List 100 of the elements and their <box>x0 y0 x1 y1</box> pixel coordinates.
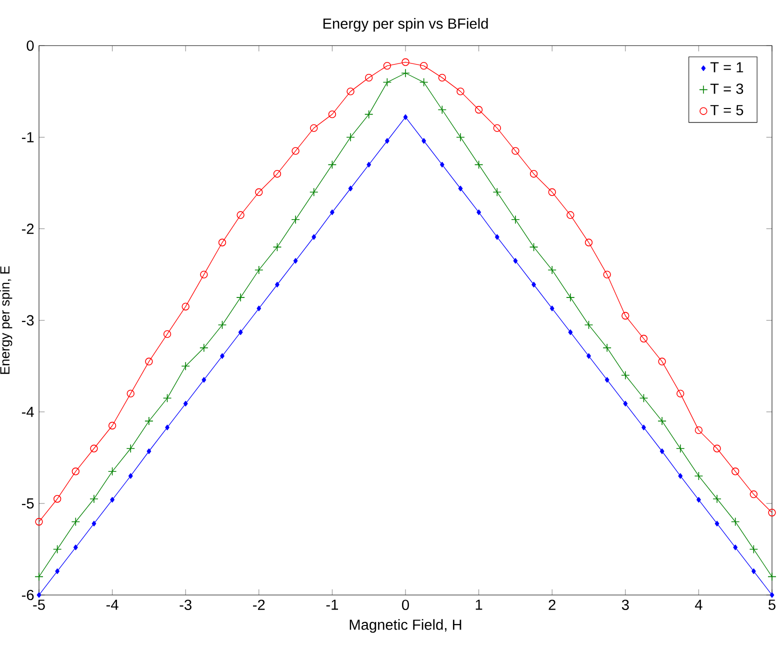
point <box>694 472 704 480</box>
point <box>511 215 520 224</box>
y-tick-label: -2 <box>22 224 34 234</box>
point <box>403 114 408 120</box>
x-tick-label: -1 <box>326 600 338 610</box>
x-tick-label: 5 <box>768 600 776 610</box>
point <box>218 320 227 330</box>
y-tick-label: -4 <box>22 406 34 417</box>
x-tick-label: -5 <box>33 600 45 610</box>
point <box>512 147 520 155</box>
point <box>364 74 373 82</box>
point <box>568 329 573 336</box>
x-tick-label: 0 <box>402 600 409 610</box>
point <box>273 170 282 178</box>
point <box>275 282 280 288</box>
point <box>770 592 774 598</box>
point <box>456 88 464 96</box>
point <box>55 568 60 574</box>
point <box>346 88 354 96</box>
point <box>730 517 740 526</box>
y-tick-label: 0 <box>26 40 34 51</box>
point <box>108 422 116 430</box>
point <box>474 106 483 114</box>
point <box>584 238 593 246</box>
x-tick-label: 1 <box>476 600 482 610</box>
point <box>291 215 300 224</box>
point <box>90 494 98 504</box>
point <box>256 306 262 312</box>
point <box>71 517 80 526</box>
y-tick-label: -6 <box>22 590 34 600</box>
point <box>126 390 134 398</box>
point <box>733 544 738 550</box>
y-tick-label: -5 <box>22 498 34 509</box>
point <box>458 186 463 192</box>
point <box>218 238 226 246</box>
x-tick-label: 2 <box>548 600 556 610</box>
x-tick-label: 3 <box>622 600 629 610</box>
point <box>236 211 244 219</box>
point <box>162 394 172 403</box>
point <box>529 242 538 252</box>
point <box>220 353 224 359</box>
point <box>383 62 392 70</box>
x-axis-title: Magnetic Field, H <box>350 619 462 633</box>
point <box>293 258 298 264</box>
point <box>236 293 245 302</box>
x-tick-label: -2 <box>253 600 265 610</box>
point <box>330 210 334 216</box>
point <box>676 444 685 453</box>
point <box>202 377 206 383</box>
point <box>309 188 318 197</box>
point <box>621 370 630 380</box>
point <box>660 448 664 454</box>
point <box>731 468 740 476</box>
point <box>292 147 300 155</box>
point <box>72 468 80 476</box>
point <box>312 234 316 240</box>
point <box>768 508 776 516</box>
point <box>622 312 630 320</box>
point <box>749 544 758 554</box>
point <box>492 188 502 197</box>
legend-label: T = 5 <box>710 105 744 116</box>
point <box>200 270 208 278</box>
point <box>92 520 96 526</box>
point <box>584 320 594 330</box>
point <box>73 544 78 550</box>
point <box>402 58 410 66</box>
point <box>493 124 501 132</box>
point <box>713 444 721 452</box>
point <box>346 132 355 142</box>
point <box>474 160 484 170</box>
legend-label: T = 3 <box>710 84 744 94</box>
point <box>694 426 703 434</box>
point <box>126 444 136 453</box>
point <box>384 138 390 144</box>
y-tick-label: -1 <box>22 132 34 142</box>
point <box>640 334 648 342</box>
point <box>494 234 500 240</box>
point <box>456 132 465 142</box>
point <box>34 572 44 582</box>
x-tick-label: 4 <box>694 600 702 610</box>
point <box>530 170 538 178</box>
point <box>712 494 722 504</box>
point <box>108 467 117 476</box>
point <box>440 162 444 168</box>
point <box>658 416 666 426</box>
point <box>603 270 611 278</box>
point <box>768 572 776 582</box>
point <box>181 362 190 370</box>
point <box>163 330 172 338</box>
y-axis-title: Energy per spin, E <box>0 266 12 374</box>
point <box>566 293 575 302</box>
point <box>513 258 518 264</box>
point <box>328 160 337 170</box>
point <box>200 343 208 352</box>
point <box>254 266 264 274</box>
point <box>328 110 336 118</box>
point <box>52 544 62 554</box>
point <box>678 473 683 479</box>
point <box>272 242 282 252</box>
point <box>550 306 554 312</box>
